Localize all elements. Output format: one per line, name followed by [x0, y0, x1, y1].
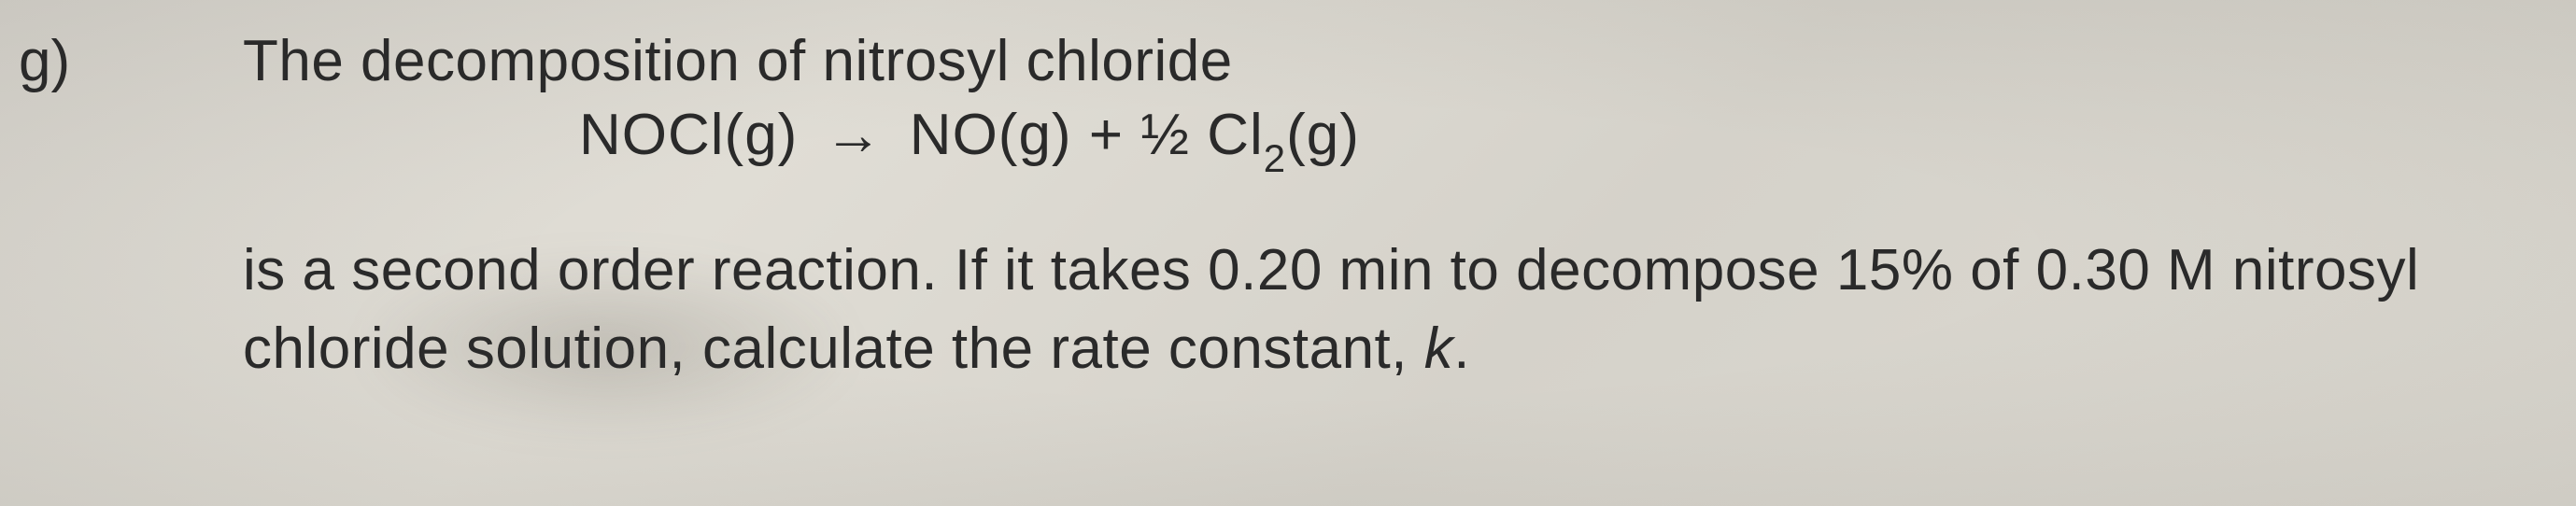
- product-cl2-phase: (g): [1286, 103, 1360, 167]
- body-period: .: [1453, 316, 1470, 381]
- question-content: The decomposition of nitrosyl chloride N…: [243, 28, 2501, 388]
- question-marker: g): [19, 28, 70, 94]
- reactant: NOCl(g): [579, 103, 798, 167]
- half-coeff: ½: [1140, 103, 1190, 167]
- plus-sign: +: [1089, 103, 1124, 167]
- question-body: is a second order reaction. If it takes …: [243, 232, 2501, 387]
- body-text: is a second order reaction. If it takes …: [243, 238, 2419, 381]
- product-cl2-base: Cl: [1207, 103, 1264, 167]
- product-cl2-subscript: 2: [1264, 136, 1286, 180]
- product-no: NO(g): [910, 103, 1072, 167]
- rate-constant-k: k: [1424, 316, 1454, 381]
- question-container: g) The decomposition of nitrosyl chlorid…: [0, 0, 2576, 416]
- chemical-equation: NOCl(g) → NO(g) + ½ Cl2(g): [579, 102, 2501, 176]
- intro-line: The decomposition of nitrosyl chloride: [243, 28, 2501, 94]
- reaction-arrow: →: [825, 102, 884, 168]
